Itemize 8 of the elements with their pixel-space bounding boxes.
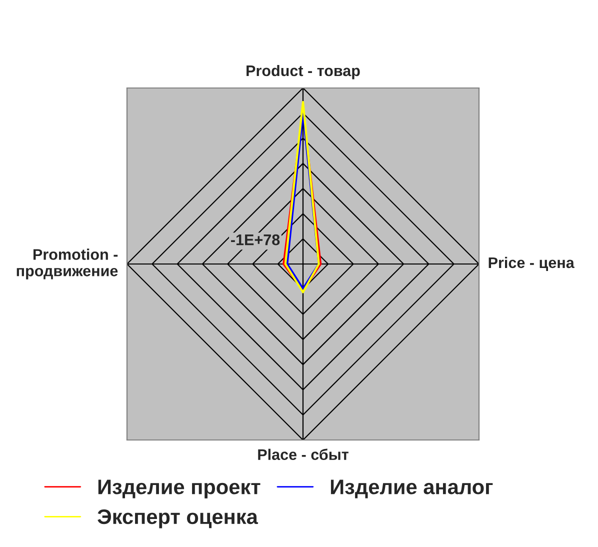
spoke-label: Place - сбыт <box>258 448 348 460</box>
spoke-label: Promotion - продвижение <box>16 248 118 280</box>
legend-label: Эксперт оценка <box>98 509 258 528</box>
legend-label: Изделие проект <box>98 480 260 498</box>
legend-label: Изделие аналог <box>330 480 493 498</box>
text: -1E+78 <box>231 234 280 246</box>
spoke-label: Product - товар <box>246 64 360 80</box>
spoke-label: Price - цена <box>488 256 574 271</box>
